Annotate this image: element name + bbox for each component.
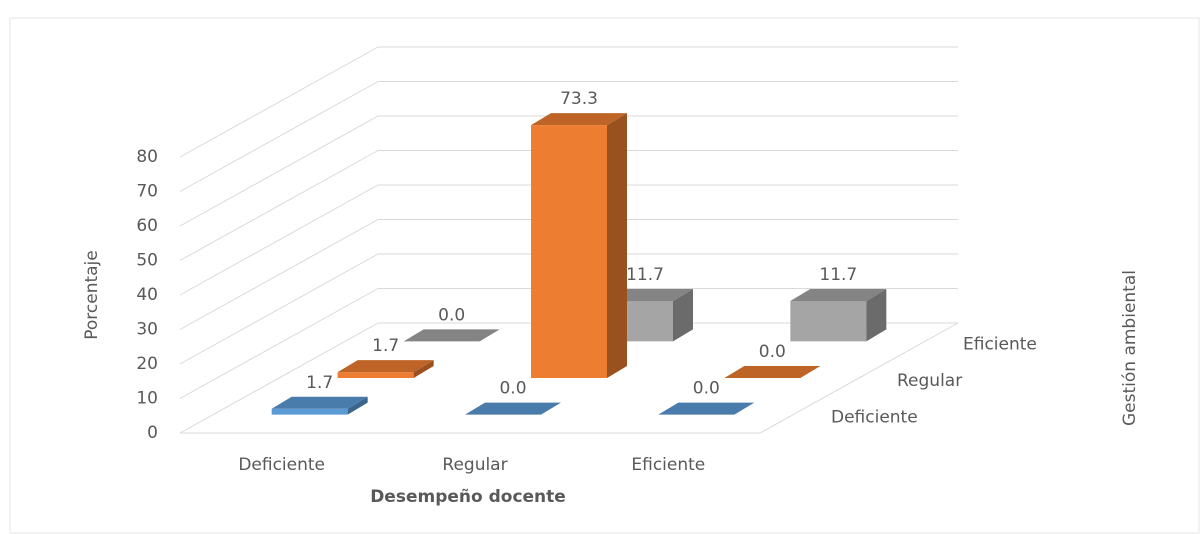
bar [790,288,887,342]
data-label: 1.7 [306,373,333,393]
bar-face [413,360,434,378]
bar-face [531,125,607,379]
bar-face [271,408,348,415]
bar-face [271,396,368,409]
bar-face [465,402,561,415]
data-label: 1.7 [372,336,399,356]
bar-face [347,396,368,415]
data-label: 0.0 [499,379,526,399]
x-tick-label: Deficiente [238,455,325,475]
grid-line [179,288,379,399]
grid-line [179,322,379,434]
grid-line [179,219,379,330]
grid-line [179,115,379,227]
y-axis-title: Porcentaje [82,250,102,340]
floor-edge [759,322,959,434]
x-tick-label: Regular [442,455,507,475]
data-label: 0.0 [693,379,720,399]
depth-label: Eficiente [963,334,1037,354]
bar-face [403,329,500,342]
bar [271,396,368,415]
grid-line [179,253,379,365]
bar [403,329,500,342]
grid-line [179,46,379,158]
bar-face [724,366,821,378]
data-label: 73.3 [560,89,598,109]
x-axis-title: Desempeño docente [370,487,566,507]
bar-face [790,288,887,301]
data-label: 11.7 [819,265,857,285]
y-tick-label: 20 [136,354,158,374]
grid-line [179,184,379,296]
depth-label: Deficiente [831,408,918,428]
y-tick-label: 70 [136,182,158,202]
z-axis-title: Gestión ambiental [1120,270,1140,426]
bar-face [607,113,627,379]
y-tick-label: 80 [136,147,158,167]
bar-face [658,402,755,415]
bar [531,113,627,379]
y-tick-label: 50 [136,251,158,271]
bar-face [337,372,414,378]
y-tick-label: 40 [136,285,158,305]
grid-line [179,150,379,261]
bar [337,360,434,378]
data-label: 11.7 [626,265,664,285]
bar-face [790,300,867,342]
bar-face [866,288,887,342]
y-tick-label: 10 [136,389,158,409]
bar [658,402,755,415]
y-tick-label: 0 [147,423,158,443]
bar-face [337,360,434,373]
grid-line [179,81,379,192]
data-label: 0.0 [759,342,786,362]
bar [465,402,561,415]
y-tick-label: 60 [136,216,158,236]
y-tick-label: 30 [136,320,158,340]
depth-label: Regular [897,371,962,391]
bar-face [673,288,693,342]
bar-face [531,113,627,126]
bar [724,366,821,378]
chart-border [9,17,1200,534]
x-tick-label: Eficiente [631,455,705,475]
data-label: 0.0 [438,305,465,325]
